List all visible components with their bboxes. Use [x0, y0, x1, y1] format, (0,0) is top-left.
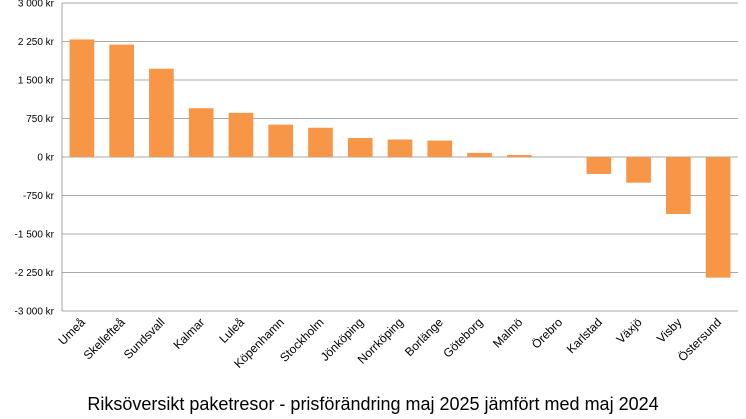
x-tick-label: Sundsvall	[121, 315, 168, 362]
bar	[427, 140, 453, 157]
x-tick-label: Karlstad	[564, 315, 605, 356]
y-tick-label: 3 000 kr	[18, 0, 55, 10]
bar	[705, 157, 731, 278]
bar	[69, 39, 95, 157]
bar	[467, 152, 492, 157]
y-tick-label: 750 kr	[26, 114, 54, 125]
chart-title: Riksöversikt paketresor - prisförändring…	[87, 394, 659, 414]
x-tick-label: Malmö	[490, 315, 526, 351]
bar	[109, 44, 134, 157]
y-tick-label: 2 250 kr	[18, 37, 55, 48]
x-tick-label: Visby	[654, 315, 685, 346]
bar	[666, 157, 691, 214]
bar-chart: 3 000 kr 2 250 kr 1 500 kr 750 kr 0 kr -750 k…	[15, 0, 738, 371]
y-axis: 3 000 kr 2 250 kr 1 500 kr 750 kr 0 kr -750 k…	[15, 0, 63, 318]
bars	[69, 39, 731, 278]
x-tick-label: Göteborg	[440, 315, 485, 360]
bar	[347, 138, 373, 157]
bar	[308, 127, 333, 157]
bar	[268, 124, 294, 157]
bar	[228, 112, 254, 157]
x-tick-label: Umeå	[55, 315, 88, 348]
x-tick-label: Skellefteå	[81, 315, 128, 362]
y-tick-label: -1 500 kr	[15, 230, 55, 241]
bar	[387, 139, 413, 157]
x-tick-label: Örebro	[529, 315, 566, 352]
bar	[626, 157, 651, 183]
y-tick-label: -750 kr	[23, 191, 55, 202]
bar	[149, 68, 174, 157]
x-tick-label: Kalmar	[171, 315, 208, 352]
x-tick-label: Borlänge	[402, 315, 446, 359]
y-tick-label: -3 000 kr	[15, 307, 55, 318]
y-tick-label: 1 500 kr	[18, 76, 55, 87]
bar	[506, 154, 532, 157]
x-tick-label: Växjö	[614, 315, 645, 346]
bar	[586, 157, 612, 174]
y-tick-label: 0 kr	[37, 153, 54, 164]
x-tick-label: Östersund	[675, 315, 724, 364]
bar	[188, 108, 214, 157]
x-tick-label: Stockholm	[277, 315, 327, 365]
y-tick-label: -2 250 kr	[15, 268, 55, 279]
x-tick-label: Luleå	[216, 315, 247, 346]
